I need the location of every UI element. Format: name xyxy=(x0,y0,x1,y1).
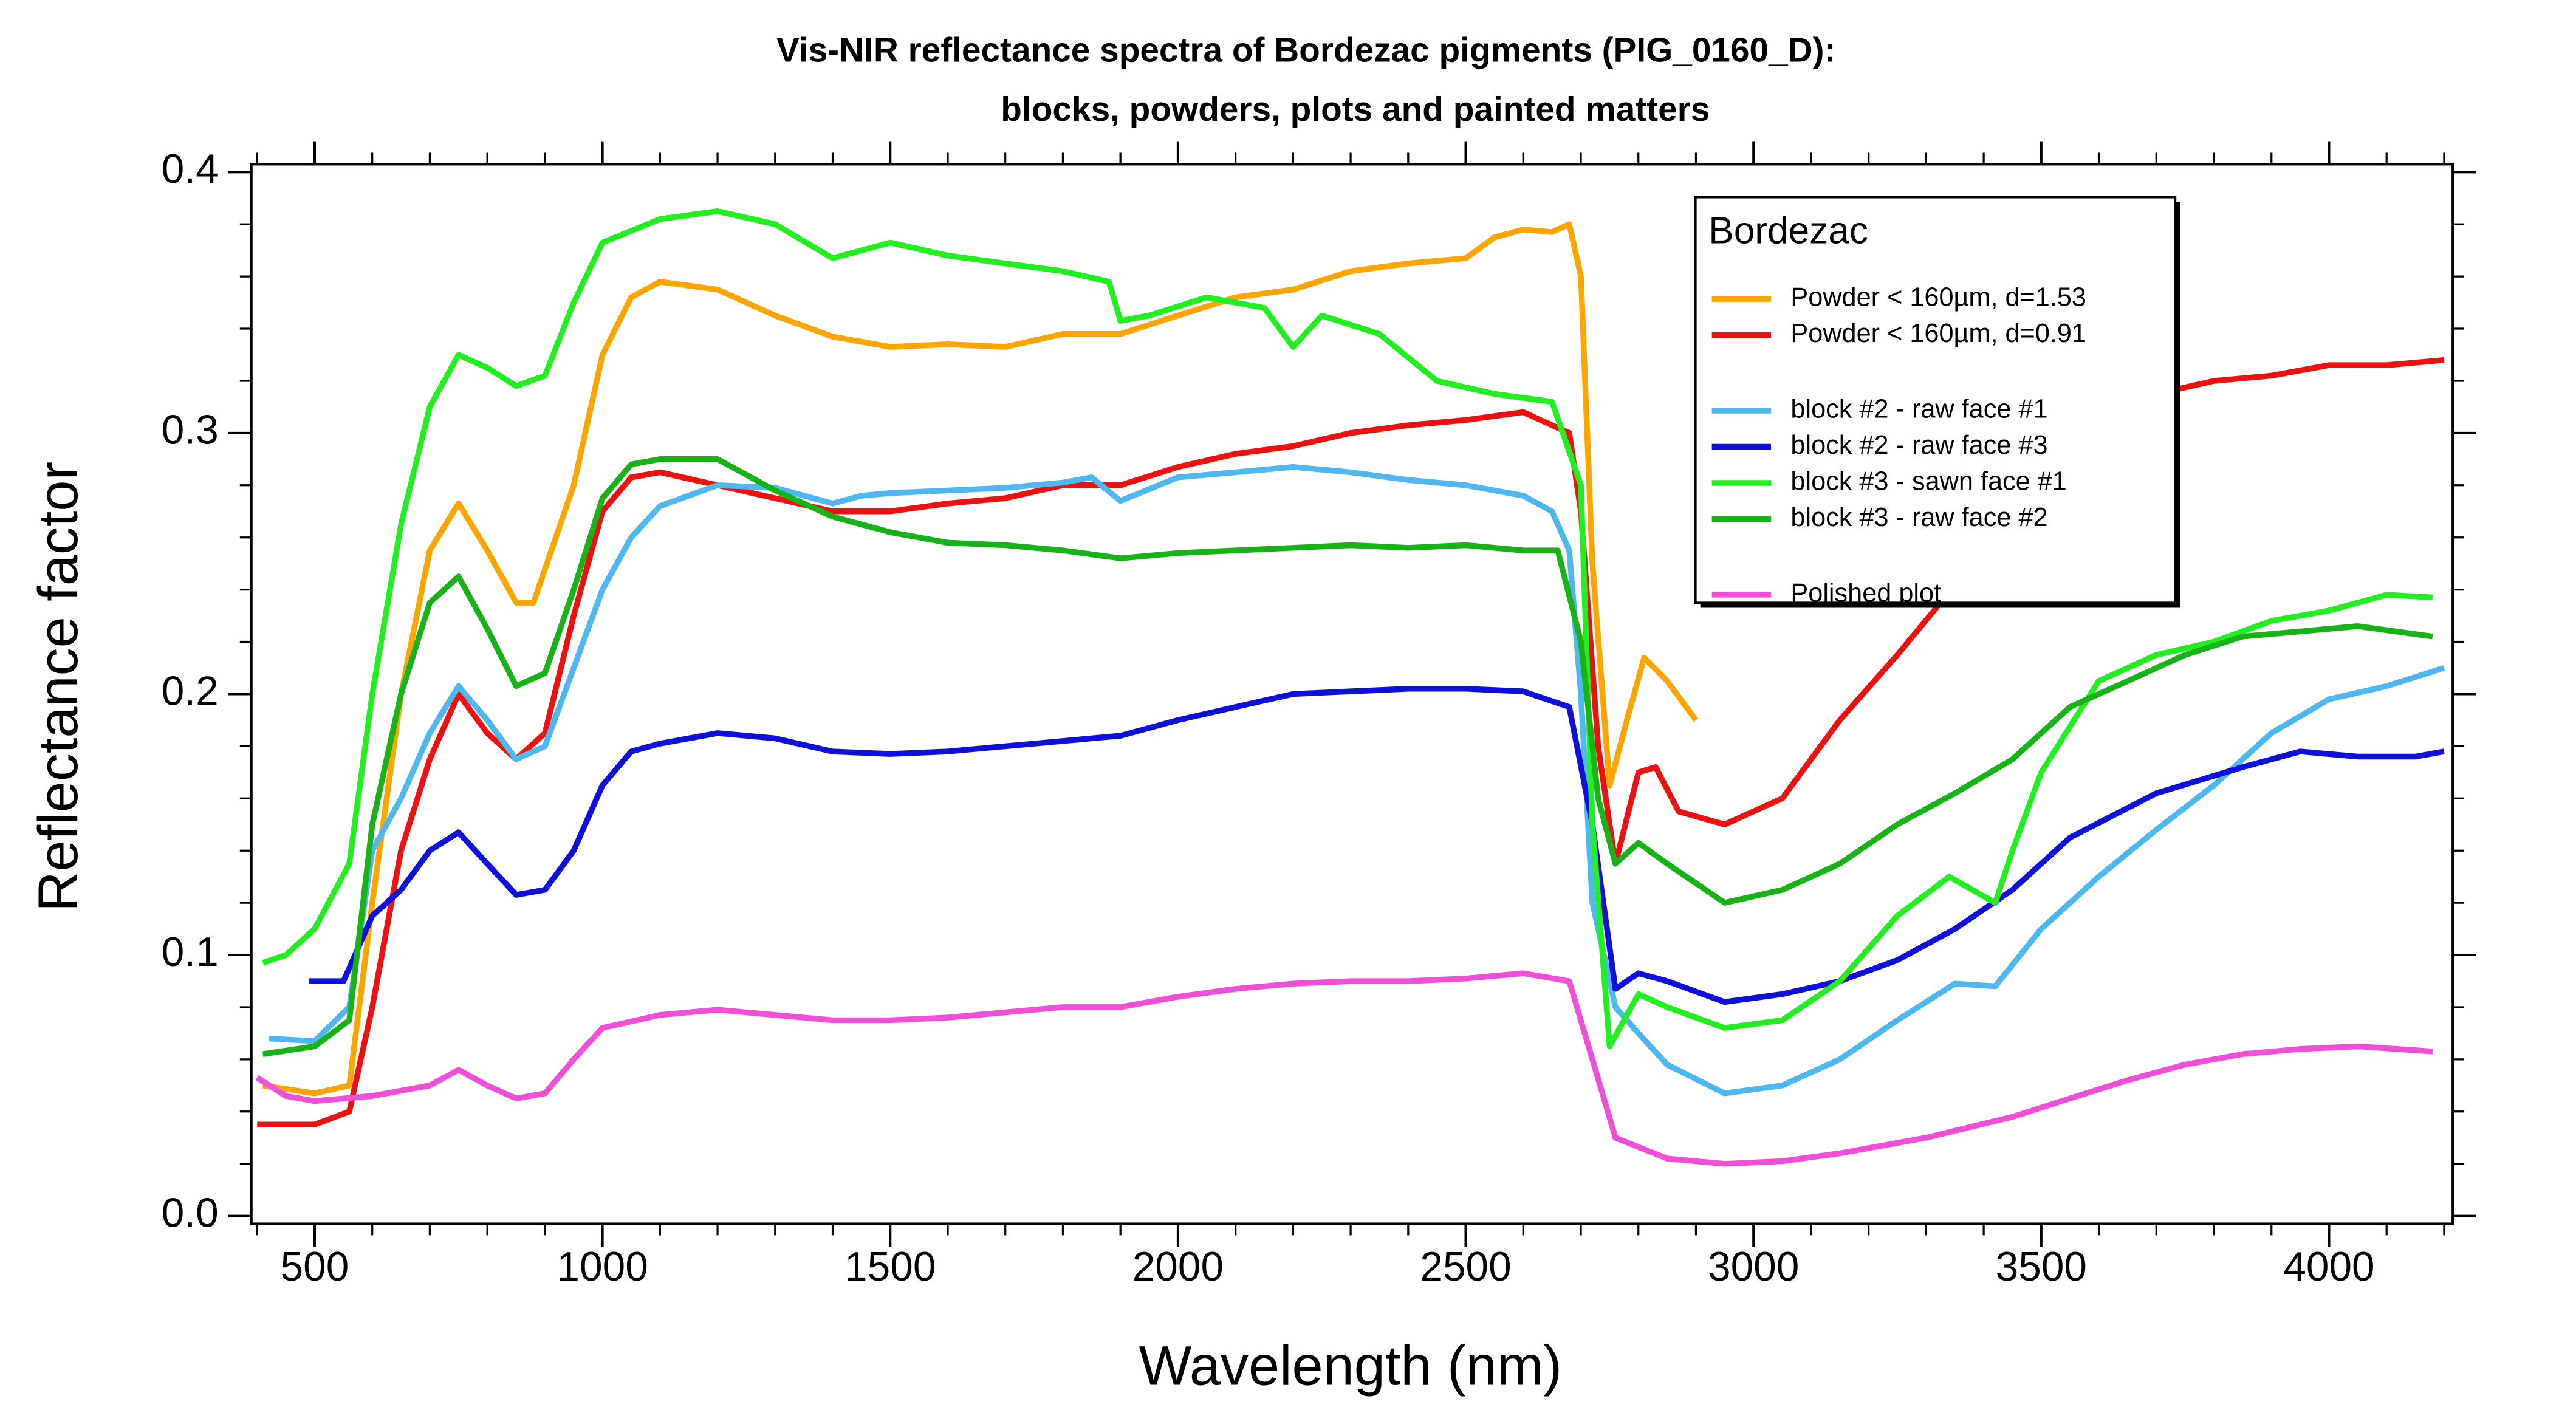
legend-title: Bordezac xyxy=(1708,210,1868,251)
x-tick-label: 3500 xyxy=(1996,1244,2087,1290)
series-line xyxy=(255,970,2433,1167)
y-tick-label: 0.3 xyxy=(162,408,219,453)
series-line xyxy=(268,464,2445,1097)
legend-label: Powder < 160µm, d=1.53 xyxy=(1790,283,2086,312)
x-axis-label: Wavelength (nm) xyxy=(1139,1335,1562,1397)
y-tick-label: 0.4 xyxy=(162,146,219,192)
y-tick-label: 0.1 xyxy=(162,929,219,975)
x-tick-label: 1500 xyxy=(844,1244,936,1290)
x-tick-label: 1000 xyxy=(557,1244,648,1290)
series-line xyxy=(309,686,2445,1005)
y-axis-label: Reflectance factor xyxy=(27,462,89,912)
x-tick-label: 3000 xyxy=(1708,1244,1799,1290)
legend-label: block #2 - raw face #3 xyxy=(1790,431,2047,460)
x-tick-label: 500 xyxy=(281,1244,349,1290)
legend-label: Powder < 160µm, d=0.91 xyxy=(1790,319,2086,348)
x-tick-label: 2000 xyxy=(1132,1244,1224,1290)
x-tick-label: 4000 xyxy=(2283,1244,2374,1290)
y-tick-label: 0.0 xyxy=(162,1190,219,1236)
series-line xyxy=(262,208,2433,1050)
legend-label: block #2 - raw face #1 xyxy=(1790,394,2047,423)
legend-label: block #3 - sawn face #1 xyxy=(1790,467,2066,496)
legend-label: Polished plot xyxy=(1790,578,1941,607)
y-tick-label: 0.2 xyxy=(162,668,219,714)
series-line xyxy=(262,456,2433,1057)
legend-label: block #3 - raw face #2 xyxy=(1790,503,2047,532)
legend-box xyxy=(1694,196,2177,604)
chart-title: blocks, powders, plots and painted matte… xyxy=(1001,91,1710,129)
series-line xyxy=(262,221,1699,1097)
chart-title: Vis-NIR reflectance spectra of Bordezac … xyxy=(776,32,1836,70)
x-tick-label: 2500 xyxy=(1420,1244,1511,1290)
